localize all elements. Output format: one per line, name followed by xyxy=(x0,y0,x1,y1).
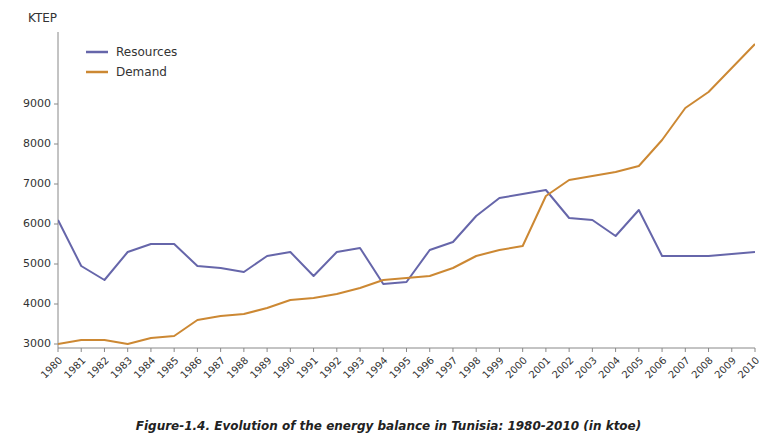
x-tick xyxy=(58,348,59,352)
x-tick xyxy=(662,348,663,352)
y-tick-label: 3000 xyxy=(23,337,51,350)
x-tick-label: 1990 xyxy=(271,355,297,381)
y-tick xyxy=(54,224,58,225)
x-tick-label: 1987 xyxy=(201,355,227,381)
x-tick xyxy=(220,348,221,352)
y-axis-line xyxy=(58,32,59,348)
title: Figure-1.4. Evolution of the energy bala… xyxy=(136,419,642,433)
x-tick xyxy=(685,348,686,352)
x-tick xyxy=(755,348,756,352)
x-tick-label: 1981 xyxy=(62,355,88,381)
x-axis: 1980198119821983198419851986198719881989… xyxy=(39,348,762,381)
x-tick-label: 2001 xyxy=(527,355,553,381)
x-tick-label: 2008 xyxy=(689,355,715,381)
x-tick-label: 1982 xyxy=(85,355,111,381)
series-line xyxy=(58,44,755,344)
x-tick-label: 2002 xyxy=(550,355,576,381)
x-tick xyxy=(150,348,151,352)
x-tick-label: 1998 xyxy=(457,355,483,381)
x-tick xyxy=(127,348,128,352)
chart: 3000 4000 5000 6000 7000 8000 9000 198019811982… xyxy=(0,0,777,440)
x-tick-label: 1980 xyxy=(39,355,65,381)
x-tick xyxy=(104,348,105,352)
x-tick-label: 2004 xyxy=(596,355,622,381)
x-tick xyxy=(615,348,616,352)
x-tick xyxy=(243,348,244,352)
legend-swatch xyxy=(86,71,108,74)
x-tick xyxy=(522,348,523,352)
y-tick xyxy=(54,144,58,145)
y-tick-label: 6000 xyxy=(23,217,51,230)
x-tick xyxy=(708,348,709,352)
x-tick-label: 1988 xyxy=(225,355,251,381)
x-tick-label: 1991 xyxy=(294,355,320,381)
x-tick-label: 2010 xyxy=(736,355,762,381)
x-tick xyxy=(360,348,361,352)
x-tick-label: 1996 xyxy=(410,355,436,381)
x-tick-label: 2000 xyxy=(503,355,529,381)
x-tick-label: 1994 xyxy=(364,355,390,381)
x-tick-label: 1995 xyxy=(387,355,413,381)
x-tick xyxy=(267,348,268,352)
x-tick-label: 1999 xyxy=(480,355,506,381)
x-tick xyxy=(290,348,291,352)
legend: Resources Demand xyxy=(86,45,177,79)
x-tick-label: 2006 xyxy=(643,355,669,381)
x-tick xyxy=(174,348,175,352)
x-tick-label: 1997 xyxy=(434,355,460,381)
x-tick xyxy=(499,348,500,352)
x-tick-label: 1985 xyxy=(155,355,181,381)
x-tick-label: 1992 xyxy=(318,355,344,381)
x-tick-label: 1986 xyxy=(178,355,204,381)
series-line xyxy=(58,190,755,284)
x-tick xyxy=(569,348,570,352)
x-tick-label: 1989 xyxy=(248,355,274,381)
x-tick xyxy=(81,348,82,352)
x-tick xyxy=(731,348,732,352)
y-tick xyxy=(54,304,58,305)
x-tick xyxy=(313,348,314,352)
y-tick-label: 8000 xyxy=(23,137,51,150)
x-tick xyxy=(452,348,453,352)
x-tick xyxy=(429,348,430,352)
y-axis: 3000 4000 5000 6000 7000 8000 9000 xyxy=(23,97,58,350)
y-tick-label: 4000 xyxy=(23,297,51,310)
y-tick xyxy=(54,104,58,105)
y-tick-label: 7000 xyxy=(23,177,51,190)
x-tick-label: 2007 xyxy=(666,355,692,381)
x-tick xyxy=(476,348,477,352)
x-tick xyxy=(406,348,407,352)
legend-label: Demand xyxy=(116,65,167,79)
x-tick xyxy=(197,348,198,352)
plot-area xyxy=(58,44,755,344)
x-tick xyxy=(383,348,384,352)
x-tick-label: 2009 xyxy=(712,355,738,381)
x-tick xyxy=(638,348,639,352)
y-tick xyxy=(54,344,58,345)
x-tick-label: 1993 xyxy=(341,355,367,381)
y-tick-label: 5000 xyxy=(23,257,51,270)
x-tick xyxy=(336,348,337,352)
x-tick xyxy=(592,348,593,352)
legend-label: Resources xyxy=(116,45,177,59)
y-tick-label: 9000 xyxy=(23,97,51,110)
x-tick-label: 1984 xyxy=(132,355,158,381)
y-tick xyxy=(54,264,58,265)
legend-swatch xyxy=(86,51,108,54)
y-axis-label: KTEP xyxy=(28,11,57,25)
x-tick-label: 1983 xyxy=(108,355,134,381)
x-tick xyxy=(545,348,546,352)
x-tick-label: 2003 xyxy=(573,355,599,381)
x-tick-label: 2005 xyxy=(620,355,646,381)
page: {"chart_data": { "type": "line", "title"… xyxy=(0,0,777,440)
y-tick xyxy=(54,184,58,185)
